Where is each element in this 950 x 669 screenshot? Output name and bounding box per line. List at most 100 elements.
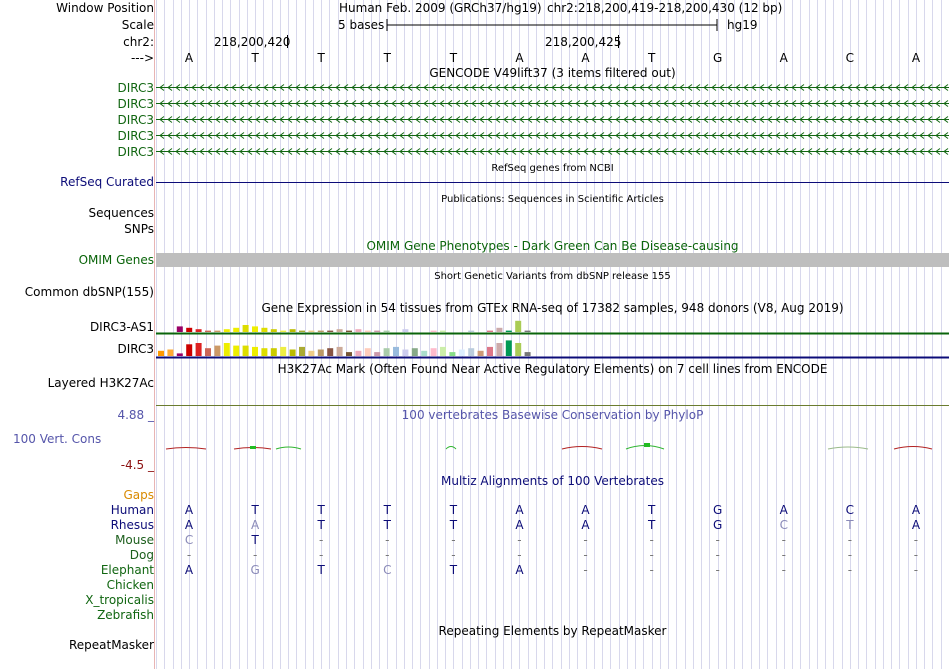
gtex-tissue-bar[interactable] <box>515 320 522 332</box>
species-label[interactable]: Chicken <box>106 578 154 592</box>
gtex-tissue-bar[interactable] <box>223 343 230 356</box>
gtex-tissue-bar[interactable] <box>524 330 531 332</box>
snp-label[interactable]: Common dbSNP(155) <box>24 285 154 299</box>
cons-track-title[interactable]: 100 vertebrates Basewise Conservation by… <box>401 408 704 422</box>
gtex-tissue-bar[interactable] <box>252 346 258 356</box>
omim-track-title[interactable]: OMIM Gene Phenotypes - Dark Green Can Be… <box>366 239 739 253</box>
gtex-tissue-bar[interactable] <box>186 344 193 356</box>
species-label[interactable]: X_tropicalis <box>85 593 154 607</box>
gtex-tissue-bar[interactable] <box>317 330 324 332</box>
gtex-tissue-bar[interactable] <box>524 352 531 356</box>
gtex-tissue-bar[interactable] <box>468 348 475 356</box>
gtex-tissue-bar[interactable] <box>327 330 334 332</box>
gtex-tissue-bar[interactable] <box>515 343 522 356</box>
gtex-tissue-bar[interactable] <box>252 326 258 332</box>
gtex-tissue-bar[interactable] <box>195 343 202 356</box>
gtex-tissue-bar[interactable] <box>261 348 268 356</box>
gtex-tissue-bar[interactable] <box>167 349 174 357</box>
gtex-tissue-bar[interactable] <box>299 330 305 332</box>
gtex-tissue-bar[interactable] <box>308 330 315 332</box>
pubs-sequences-label[interactable]: Sequences <box>88 206 154 220</box>
gtex-tissue-bar[interactable] <box>186 327 193 332</box>
gtex-tissue-bar[interactable] <box>233 345 240 356</box>
species-label[interactable]: Elephant <box>100 563 154 577</box>
phylop-signal[interactable] <box>156 436 950 460</box>
gtex-gene-2-label[interactable]: DIRC3 <box>117 342 154 356</box>
gtex-tissue-bar[interactable] <box>205 348 211 356</box>
phylop-segment[interactable] <box>893 446 933 450</box>
gtex-tissue-bar[interactable] <box>402 349 409 357</box>
gencode-gene-label[interactable]: DIRC3 <box>117 81 154 95</box>
gtex-tissue-bar[interactable] <box>346 330 352 332</box>
gencode-gene-features[interactable] <box>156 80 950 160</box>
gtex-tissue-bar[interactable] <box>176 326 183 332</box>
gtex-tissue-bar[interactable] <box>195 329 202 332</box>
refseq-gene-line[interactable] <box>156 182 949 183</box>
gtex-tissue-bar[interactable] <box>280 330 287 332</box>
h3k27ac-label[interactable]: Layered H3K27Ac <box>47 376 154 390</box>
gtex-tissue-bar[interactable] <box>383 330 390 332</box>
gtex-tissue-bar[interactable] <box>496 343 503 356</box>
pubs-track-title[interactable]: Publications: Sequences in Scientific Ar… <box>441 194 664 205</box>
gencode-gene-label[interactable]: DIRC3 <box>117 113 154 127</box>
repeat-track-title[interactable]: Repeating Elements by RepeatMasker <box>438 624 667 638</box>
gtex-tissue-bar[interactable] <box>487 330 493 332</box>
species-label[interactable]: Human <box>110 503 154 517</box>
phylop-segment[interactable] <box>275 446 302 450</box>
gtex-track-title[interactable]: Gene Expression in 54 tissues from GTEx … <box>261 301 844 315</box>
gtex-tissue-bar[interactable] <box>364 348 371 356</box>
gtex-tissue-bar[interactable] <box>374 330 381 332</box>
gtex-tissue-bar[interactable] <box>505 330 512 332</box>
gtex-tissue-bar[interactable] <box>336 329 343 332</box>
gtex-tissue-bar[interactable] <box>280 346 287 356</box>
repeat-label[interactable]: RepeatMasker <box>68 638 154 652</box>
gtex-tissue-bar[interactable] <box>308 350 315 356</box>
refseq-track-title[interactable]: RefSeq genes from NCBI <box>491 163 614 174</box>
gtex-tissue-bar[interactable] <box>430 330 437 332</box>
gtex-tissue-bar[interactable] <box>430 348 437 356</box>
pubs-snps-label[interactable]: SNPs <box>124 222 154 236</box>
gtex-tissue-bar[interactable] <box>402 329 409 332</box>
phylop-peak[interactable] <box>250 446 256 449</box>
gtex-tissue-bar[interactable] <box>346 352 352 356</box>
gtex-tissue-bar[interactable] <box>477 350 484 356</box>
gencode-track-title[interactable]: GENCODE V49lift37 (3 items filtered out) <box>429 66 676 80</box>
gtex-tissue-bar[interactable] <box>505 340 512 356</box>
species-label[interactable]: Zebrafish <box>97 608 154 622</box>
species-label[interactable]: Mouse <box>115 533 154 547</box>
gtex-tissue-bar[interactable] <box>223 329 230 332</box>
gtex-tissue-bar[interactable] <box>355 329 362 332</box>
cons-label[interactable]: 100 Vert. Cons <box>13 432 102 446</box>
gtex-tissue-bar[interactable] <box>214 330 221 332</box>
gtex-tissue-bar[interactable] <box>242 325 249 332</box>
omim-gene-bar[interactable] <box>156 253 949 267</box>
gtex-tissue-bar[interactable] <box>289 329 296 332</box>
refseq-label[interactable]: RefSeq Curated <box>60 175 154 189</box>
gtex-tissue-bar[interactable] <box>458 349 465 357</box>
gtex-tissue-bar[interactable] <box>214 345 221 356</box>
gtex-tissue-bar[interactable] <box>374 352 381 356</box>
gtex-tissue-bar[interactable] <box>242 345 249 356</box>
gtex-tissue-bar[interactable] <box>176 353 183 356</box>
phylop-peak[interactable] <box>644 443 650 447</box>
phylop-segment[interactable] <box>561 446 603 450</box>
h3k27ac-track-title[interactable]: H3K27Ac Mark (Often Found Near Active Re… <box>277 362 828 376</box>
omim-label[interactable]: OMIM Genes <box>78 253 154 267</box>
phylop-segment[interactable] <box>165 447 207 450</box>
gencode-gene-label[interactable]: DIRC3 <box>117 129 154 143</box>
gtex-tissue-bar[interactable] <box>299 346 305 356</box>
species-label[interactable]: Rhesus <box>110 518 154 532</box>
gtex-tissue-bar[interactable] <box>421 350 428 356</box>
gtex-tissue-bar[interactable] <box>289 349 296 357</box>
gtex-tissue-bar[interactable] <box>487 346 493 356</box>
gaps-label[interactable]: Gaps <box>123 488 154 502</box>
species-label[interactable]: Dog <box>129 548 154 562</box>
phylop-segment[interactable] <box>445 446 457 450</box>
gtex-tissue-bar[interactable] <box>355 350 362 356</box>
gtex-tissue-bar[interactable] <box>440 346 446 356</box>
gtex-tissue-bar[interactable] <box>468 330 475 332</box>
gtex-tissue-bar[interactable] <box>440 330 446 332</box>
gencode-gene-label[interactable]: DIRC3 <box>117 145 154 159</box>
gtex-tissue-bar[interactable] <box>496 327 503 332</box>
gtex-tissue-bar[interactable] <box>411 348 418 356</box>
